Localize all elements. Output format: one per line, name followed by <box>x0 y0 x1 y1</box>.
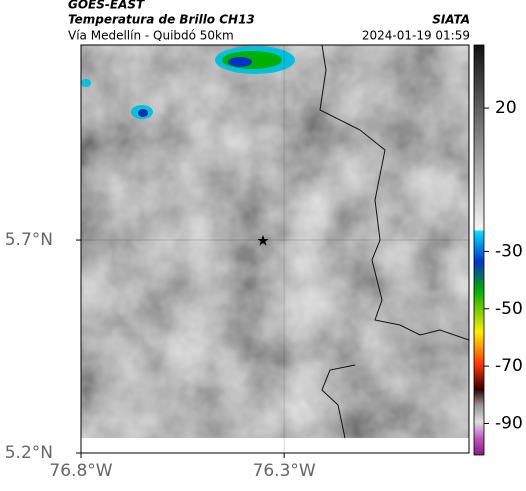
title: GOES-EAST <box>68 0 145 12</box>
cloud-texture <box>81 45 469 438</box>
subtitle: Temperatura de Brillo CH13 <box>68 13 255 27</box>
colorbar-tick-label: -90 <box>495 413 523 433</box>
x-tick-label: 76.3°W <box>253 461 316 481</box>
colorbar-tick-label: -30 <box>495 241 523 261</box>
colorbar-tick-label: -50 <box>495 299 523 319</box>
location-marker <box>257 235 269 246</box>
cold-cloud <box>138 109 148 117</box>
colorbar-tick-label: 20 <box>495 98 517 118</box>
map-frame <box>80 44 470 454</box>
timestamp: 2024-01-19 01:59 <box>362 29 470 43</box>
colorbar <box>473 44 485 456</box>
y-tick-label: 5.7°N <box>5 230 53 250</box>
source: SIATA <box>432 13 470 27</box>
x-tick-label: 76.8°W <box>49 461 112 481</box>
colorbar-tick-label: -70 <box>495 356 523 376</box>
cold-cloud <box>228 57 252 67</box>
cold-cloud <box>81 79 91 87</box>
border-line <box>319 45 469 438</box>
satellite-image <box>81 45 469 438</box>
y-tick-label: 5.2°N <box>5 443 53 463</box>
route: Vía Medellín - Quibdó 50km <box>68 29 234 43</box>
